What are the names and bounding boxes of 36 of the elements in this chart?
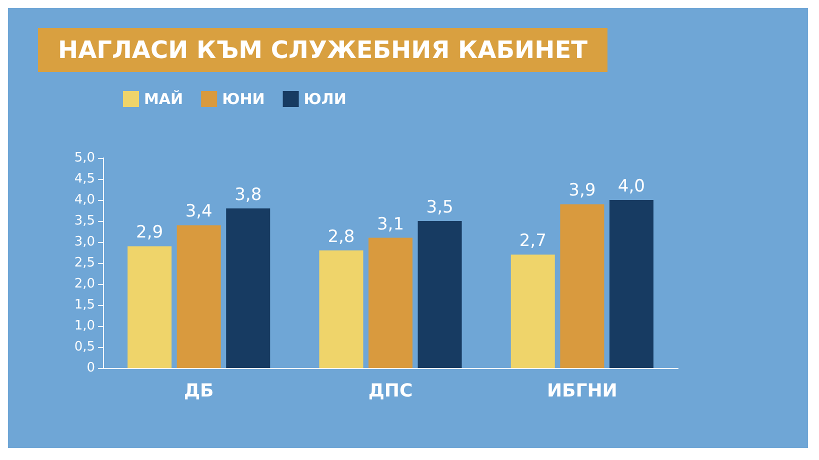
bar [176,225,221,368]
data-label: 2,8 [328,226,355,247]
bar [319,250,364,368]
legend-label: ЮНИ [222,90,265,108]
bar [510,254,555,368]
x-tick-label: ИБГНИ [546,380,618,402]
legend-label: МАЙ [144,90,184,108]
bar [609,200,654,368]
data-label: 3,8 [234,184,262,205]
chart-title: НАГЛАСИ КЪМ СЛУЖЕБНИЯ КАБИНЕТ [58,36,588,64]
data-label: 3,5 [426,198,454,218]
bar [226,208,270,368]
y-tick-label: 2,5 [74,256,95,270]
legend-label: ЮЛИ [304,90,346,108]
y-tick-label: 0,5 [74,340,95,354]
data-label: 2,9 [136,222,164,243]
data-label: 4,0 [618,176,645,196]
data-label: 3,4 [185,202,212,222]
y-tick-label: 0 [86,360,95,376]
x-tick-label: ДБ [184,380,214,402]
y-tick-label: 4,0 [74,192,95,208]
data-label: 2,7 [519,231,546,252]
x-tick-label: ДПС [368,380,413,402]
data-label: 3,9 [568,180,596,201]
y-tick-label: 5,0 [74,150,95,166]
bar [368,238,412,368]
bar [560,204,604,368]
bar [128,246,172,368]
bar [418,221,462,368]
y-tick-label: 1,0 [74,318,95,334]
y-tick-label: 1,5 [74,298,95,312]
y-tick-label: 3,5 [74,214,95,228]
y-tick-label: 2,0 [74,276,95,292]
y-tick-label: 3,0 [74,234,95,250]
y-tick-label: 4,5 [74,172,95,186]
data-label: 3,1 [376,214,404,234]
